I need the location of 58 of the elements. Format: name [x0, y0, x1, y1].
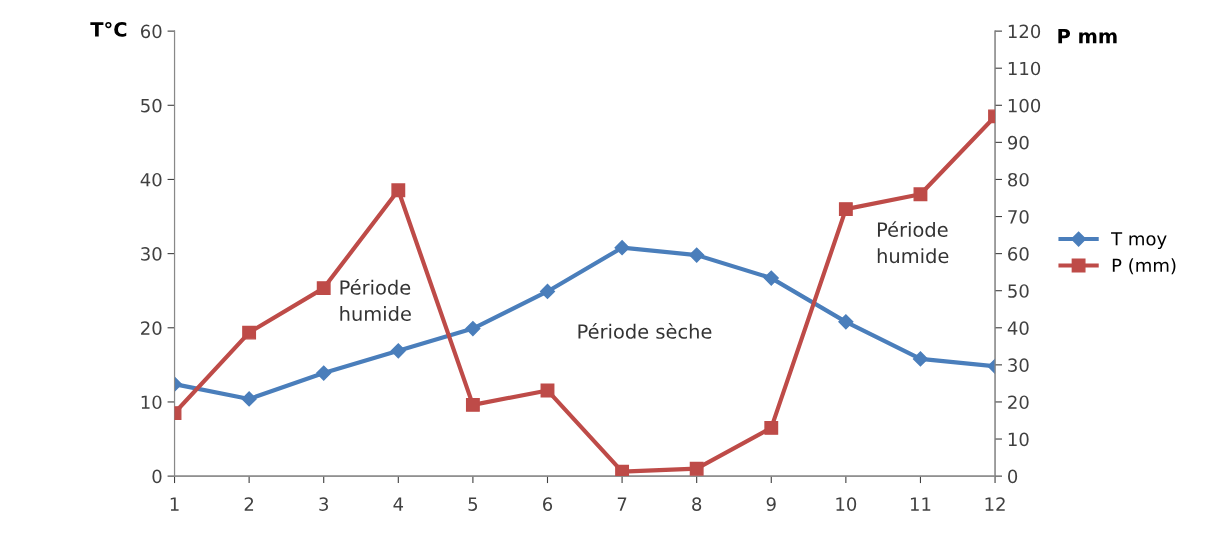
y2-tick-label: 80 [1008, 172, 1029, 187]
y2-tick-label: 40 [1007, 321, 1029, 335]
y-tick-label: 40 [140, 172, 162, 187]
y2-tick-label: 10 [1008, 432, 1029, 447]
point [689, 461, 704, 476]
x-tick-label: 1 [170, 497, 179, 511]
x-tick-label: 9 [766, 497, 776, 511]
y2-axis-title: P mm [1058, 28, 1117, 44]
point [913, 187, 928, 202]
point [838, 314, 854, 330]
point [838, 202, 853, 217]
x-tick-label: 2 [244, 497, 254, 511]
y2-tick-label: 120 [1008, 24, 1041, 39]
point [390, 343, 406, 359]
y-tick-label: 0 [152, 469, 162, 484]
y2-tick-label: 0 [1008, 469, 1018, 484]
y-tick-label: 60 [141, 24, 162, 39]
point [912, 351, 929, 367]
y2-tick-label: 60 [1008, 247, 1029, 261]
point [764, 420, 779, 435]
y2-tick-label: 110 [1008, 61, 1041, 76]
x-tick-label: 7 [617, 497, 627, 511]
annotation: Période sèche [578, 323, 712, 339]
point [465, 320, 481, 337]
point [615, 464, 630, 477]
point [316, 281, 331, 296]
y2-tick-label: 50 [1008, 284, 1029, 298]
point [689, 247, 705, 263]
y2-tick-label: 90 [1007, 135, 1029, 150]
x-tick-label: 8 [692, 497, 702, 511]
x-tick-label: 12 [985, 497, 1005, 511]
y-axis-title: T°C [90, 21, 127, 37]
x-tick-label: 5 [468, 497, 478, 511]
legend-label: T moy [1111, 232, 1167, 250]
y-tick-label: 50 [141, 98, 162, 113]
annotation: Période humide [340, 279, 411, 322]
point [763, 270, 779, 286]
point [316, 365, 332, 381]
y-tick-label: 30 [141, 247, 162, 261]
point [539, 283, 556, 300]
x-tick-label: 6 [543, 497, 553, 511]
x-tick-label: 4 [393, 497, 404, 511]
point [242, 325, 257, 340]
x-tick-label: 11 [910, 497, 931, 511]
point [465, 397, 480, 412]
y2-tick-label: 100 [1008, 98, 1041, 113]
y-tick-label: 20 [141, 321, 162, 335]
point [241, 391, 257, 407]
y2-tick-label: 30 [1008, 358, 1029, 372]
y2-tick-label: 20 [1008, 395, 1029, 410]
annotation: Période humide [877, 221, 949, 264]
point [391, 183, 406, 198]
x-tick-label: 10 [836, 497, 857, 511]
y2-tick-label: 70 [1008, 209, 1029, 224]
x-tick-label: 3 [319, 497, 329, 511]
point [614, 240, 630, 256]
legend-label: P (mm) [1112, 258, 1176, 275]
y-tick-label: 10 [141, 395, 162, 410]
